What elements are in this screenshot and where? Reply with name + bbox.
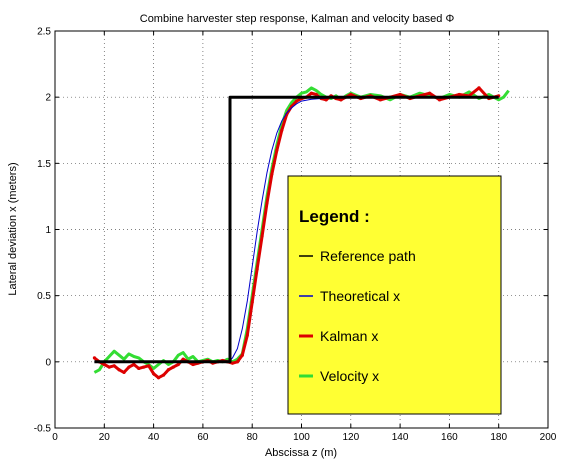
kalman-x-point [156,376,161,380]
legend-label-velocity-x: Velocity x [320,368,379,384]
kalman-x-point [127,365,131,369]
kalman-x-point [132,362,136,367]
kalman-x-point [92,356,97,360]
kalman-x-point [339,98,343,102]
y-tick-label: -0.5 [34,424,52,435]
x-tick-label: 40 [148,432,160,443]
legend: Legend : Reference path Theoretical x Ka… [287,175,502,415]
kalman-x-point [398,92,402,97]
kalman-x-point [152,372,156,376]
legend-title: Legend : [299,207,370,226]
kalman-x-point [378,98,382,102]
kalman-x-point [230,361,235,365]
legend-label-kalman-x: Kalman x [320,328,378,344]
kalman-x-point [324,98,328,102]
x-tick-label: 100 [293,432,310,443]
x-tick-label: 20 [99,432,111,443]
kalman-x-point [457,92,461,97]
kalman-x-point [112,364,116,368]
kalman-x-point [280,128,284,132]
x-tick-label: 200 [540,432,557,443]
kalman-x-point [314,92,318,97]
kalman-x-point [161,373,166,377]
kalman-x-point [270,172,274,176]
kalman-x-point [166,368,170,372]
kalman-x-point [171,365,175,369]
x-axis-label: Abscissa z (m) [265,447,337,459]
y-tick-label: 0.5 [37,291,51,302]
kalman-x-point [122,370,126,375]
x-tick-label: 120 [342,432,359,443]
axis-ticks: 0 20 40 60 80 100 120 140 160 180 200-0.500.511.52… [34,27,557,444]
x-tick-label: 60 [197,432,209,443]
y-tick-label: 1.5 [37,159,51,170]
kalman-x-point [147,364,151,368]
y-tick-label: 0 [45,357,51,368]
x-tick-label: 180 [490,432,507,443]
y-tick-label: 2 [45,93,51,104]
kalman-x-point [437,98,442,102]
kalman-x-point [181,357,185,361]
kalman-x-point [107,365,111,369]
x-tick-label: 140 [392,432,409,443]
y-tick-label: 1 [45,225,51,236]
chart-title: Combine harvester step response, Kalman … [140,13,455,25]
legend-box [287,175,502,415]
kalman-x-point [349,92,353,97]
kalman-x-point [235,360,240,364]
kalman-x-point [191,362,195,367]
legend-label-theoretical-x: Theoretical x [320,288,400,304]
kalman-x-point [294,99,299,103]
kalman-x-point [260,234,264,238]
legend-label-reference-path: Reference path [320,248,416,264]
x-tick-label: 160 [441,432,458,443]
y-axis-label: Lateral deviation x (meters) [7,162,19,295]
kalman-x-point [250,300,254,304]
kalman-x-point [428,91,432,95]
kalman-x-point [255,267,259,271]
x-tick-label: 80 [247,432,259,443]
kalman-x-point [176,362,180,367]
kalman-x-point [265,201,269,205]
x-tick-label: 0 [52,432,58,443]
kalman-x-point [245,333,249,337]
kalman-x-point [137,366,141,371]
kalman-x-point [309,91,313,95]
kalman-x-point [117,368,121,372]
kalman-x-point [240,353,244,357]
kalman-x-point [275,148,279,152]
kalman-x-point [142,365,146,369]
kalman-x-point [102,362,106,367]
y-tick-label: 2.5 [37,27,51,38]
kalman-x-point [477,86,481,90]
data-series [92,86,510,380]
